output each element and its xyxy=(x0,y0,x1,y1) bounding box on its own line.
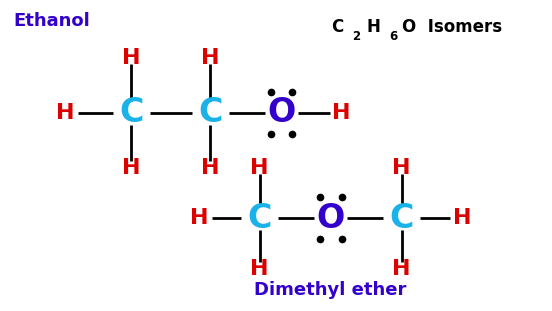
Text: H: H xyxy=(366,18,380,36)
Text: H: H xyxy=(190,208,209,228)
Text: H: H xyxy=(56,103,75,123)
Text: H: H xyxy=(122,158,140,178)
Text: O: O xyxy=(267,96,295,129)
Text: 2: 2 xyxy=(353,30,360,43)
Text: O: O xyxy=(316,202,345,234)
Text: Ethanol: Ethanol xyxy=(14,12,91,30)
Text: H: H xyxy=(201,48,220,68)
Text: H: H xyxy=(122,48,140,68)
Text: H: H xyxy=(453,208,471,228)
Text: H: H xyxy=(251,258,269,279)
Text: H: H xyxy=(392,158,411,178)
Text: H: H xyxy=(251,158,269,178)
Text: H: H xyxy=(332,103,351,123)
Text: C: C xyxy=(119,96,144,129)
Text: Dimethyl ether: Dimethyl ether xyxy=(254,281,407,299)
Text: C: C xyxy=(389,202,414,234)
Text: 6: 6 xyxy=(389,30,397,43)
Text: H: H xyxy=(201,158,220,178)
Text: H: H xyxy=(392,258,411,279)
Text: C: C xyxy=(247,202,272,234)
Text: C: C xyxy=(331,18,343,36)
Text: C: C xyxy=(198,96,222,129)
Text: O  Isomers: O Isomers xyxy=(402,18,502,36)
